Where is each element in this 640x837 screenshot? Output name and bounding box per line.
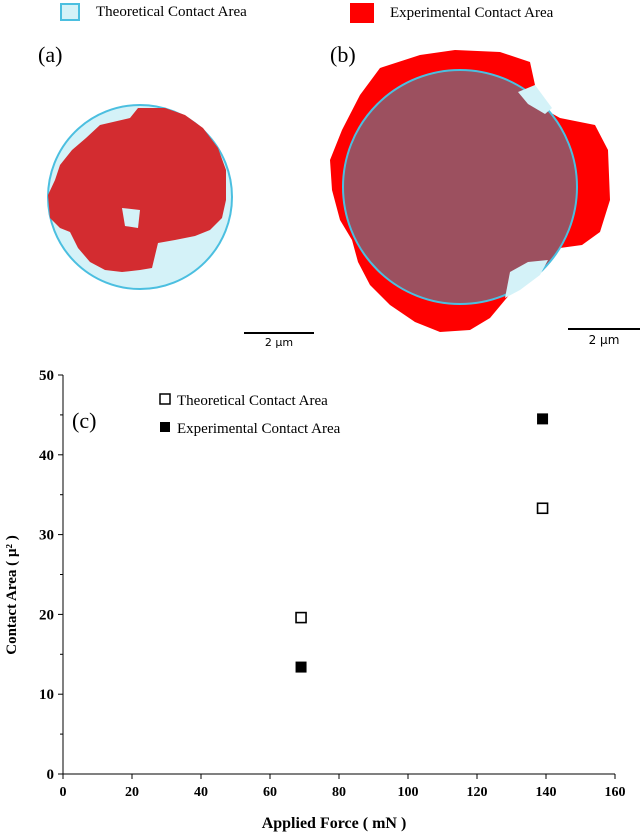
y-tick-label: 20 — [39, 607, 54, 623]
legend-label-c-experimental: Experimental Contact Area — [177, 421, 341, 437]
scale-label-a: 2 µm — [265, 336, 293, 349]
point-experimental — [295, 661, 307, 673]
x-tick-label: 0 — [60, 785, 67, 800]
scale-label-b: 2 µm — [589, 333, 620, 347]
panel-label-c: (c) — [72, 408, 96, 433]
panel-label-b: (b) — [330, 42, 356, 67]
x-tick-label: 20 — [125, 785, 139, 800]
x-tick-label: 40 — [194, 785, 208, 800]
legend-marker-theoretical — [159, 393, 171, 405]
legend-label-experimental: Experimental Contact Area — [390, 4, 554, 21]
experimental-blob-a — [48, 108, 226, 272]
top-legend: Theoretical Contact Area Experimental Co… — [0, 0, 640, 30]
chart-ticks: 0 20 40 60 80 100 120 140 160 0 10 20 30 40 50 — [39, 368, 626, 800]
x-tick-label: 120 — [467, 785, 488, 800]
y-tick-label: 10 — [39, 687, 54, 703]
panel-a-image: 2 µm — [47, 104, 314, 349]
y-tick-label: 0 — [47, 767, 55, 783]
theoretical-swatch — [60, 3, 80, 21]
x-tick-label: 160 — [605, 785, 626, 800]
x-tick-label: 60 — [263, 785, 277, 800]
y-tick-label: 50 — [39, 368, 54, 384]
legend-label-theoretical: Theoretical Contact Area — [96, 3, 247, 20]
panel-c-chart: 0 20 40 60 80 100 120 140 160 0 10 20 30 40 50 (c) The… — [4, 368, 626, 832]
x-tick-label: 100 — [398, 785, 419, 800]
overlap-hole-a — [122, 208, 140, 228]
uncovered-region-b2 — [518, 85, 552, 114]
chart-points — [295, 413, 549, 673]
y-tick-label: 40 — [39, 448, 54, 464]
legend-item-experimental: Experimental Contact Area — [350, 3, 553, 23]
legend-label-c-theoretical: Theoretical Contact Area — [177, 393, 328, 409]
legend-item-theoretical: Theoretical Contact Area — [60, 3, 247, 21]
theoretical-circle-b — [342, 69, 578, 305]
panel-label-a: (a) — [38, 42, 63, 67]
y-tick-label: 30 — [39, 528, 54, 544]
point-theoretical — [536, 502, 549, 515]
point-experimental — [537, 413, 549, 425]
point-theoretical — [295, 611, 307, 624]
legend-marker-experimental — [160, 422, 170, 432]
panel-b-image: 2 µm — [330, 50, 640, 347]
x-tick-label: 80 — [332, 785, 346, 800]
y-axis-label: Contact Area ( µ² ) — [4, 535, 20, 655]
chart-legend: Theoretical Contact Area Experimental Co… — [159, 393, 341, 437]
x-axis-label: Applied Force ( mN ) — [262, 815, 407, 832]
uncovered-region-b — [505, 260, 548, 298]
experimental-swatch — [350, 3, 374, 23]
x-tick-label: 140 — [536, 785, 557, 800]
